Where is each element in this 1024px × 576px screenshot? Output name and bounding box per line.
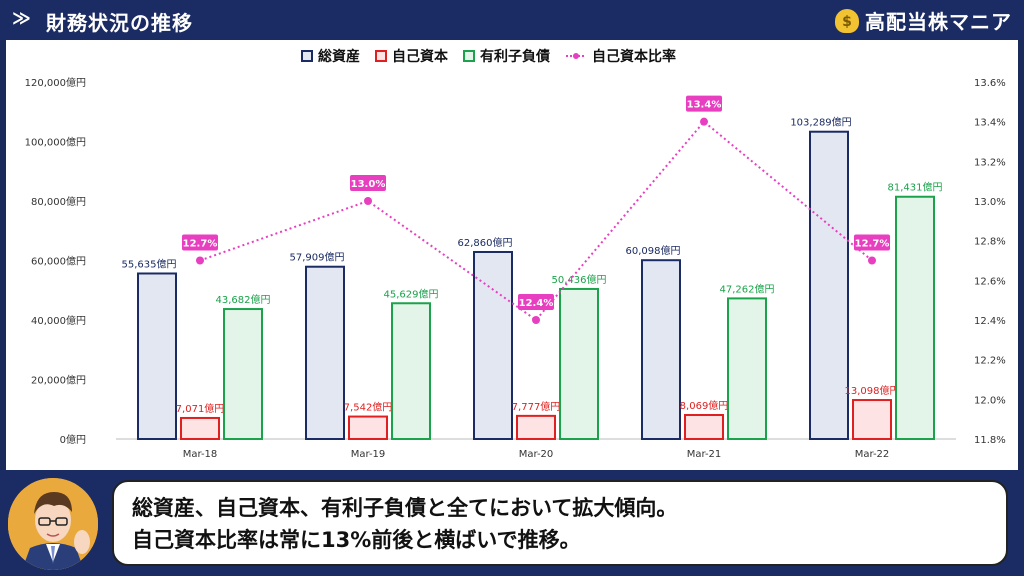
bar-有利子負債	[727, 297, 767, 440]
bar-自己資本	[684, 413, 724, 440]
legend-label-自己資本: 自己資本	[392, 48, 449, 65]
data-label-自己資本比率: 12.4%	[519, 298, 554, 309]
bar-自己資本	[348, 415, 388, 441]
x-tick-label: Mar-20	[519, 449, 554, 460]
y-left-tick-label: 80,000億円	[31, 195, 86, 208]
data-label-総資産: 103,289億円	[790, 116, 851, 129]
x-tick-label: Mar-21	[687, 449, 722, 460]
point-自己資本比率	[364, 197, 372, 205]
chart-panel: 0億円 20,000億円 40,000億円 60,000億円 80,000億円 100,0…	[6, 40, 1018, 470]
bar-総資産	[641, 259, 681, 440]
brand: $ 高配当株マニア	[835, 6, 1012, 35]
data-label-bg-自己資本比率	[182, 234, 218, 251]
y-right-tick-label: 13.0%	[974, 197, 1006, 208]
bar-自己資本	[180, 416, 220, 440]
comment-line-1: 総資産、自己資本、有利子負債と全てにおいて拡大傾向。	[132, 496, 678, 520]
point-自己資本比率	[868, 256, 876, 265]
y-left-tick-label: 20,000億円	[31, 374, 86, 387]
bar-有利子負債	[223, 308, 263, 440]
data-label-bg-自己資本比率	[854, 234, 890, 251]
data-label-総資産: 55,635億円	[122, 257, 177, 270]
data-label-有利子負債: 81,431億円	[888, 181, 943, 194]
y-right-tick-label: 13.6%	[974, 78, 1006, 89]
bar-自己資本	[516, 414, 556, 441]
legend-marker-自己資本比率	[573, 53, 579, 59]
point-自己資本比率	[196, 256, 204, 265]
legend-swatch-有利子負債	[463, 50, 475, 62]
data-label-有利子負債: 50,436億円	[552, 273, 607, 286]
y-right-tick-label: 12.2%	[974, 356, 1006, 367]
data-label-bg-自己資本比率	[686, 95, 722, 112]
data-label-総資産: 57,909億円	[290, 251, 345, 264]
legend-label-有利子負債: 有利子負債	[480, 48, 550, 65]
data-label-bg-自己資本比率	[518, 294, 554, 310]
bar-総資産	[473, 250, 513, 440]
bar-自己資本	[852, 399, 892, 440]
y-right-tick-label: 11.8%	[974, 435, 1006, 446]
y-left-tick-label: 100,000億円	[25, 136, 86, 149]
line-自己資本比率	[199, 120, 873, 322]
x-tick-label: Mar-19	[351, 449, 386, 460]
y-left-tick-label: 120,000億円	[25, 76, 86, 89]
y-right-tick-label: 12.6%	[974, 276, 1006, 287]
bar-有利子負債	[391, 302, 431, 440]
data-label-有利子負債: 45,629億円	[384, 287, 439, 300]
legend-swatch-総資産	[301, 50, 313, 62]
comment-bubble: 総資産、自己資本、有利子負債と全てにおいて拡大傾向。 自己資本比率は常に13%前…	[112, 480, 1008, 566]
data-label-自己資本比率: 13.4%	[687, 100, 722, 111]
bar-総資産	[137, 272, 177, 440]
point-自己資本比率	[532, 316, 540, 324]
bar-有利子負債	[895, 195, 935, 440]
comment-line-2: 自己資本比率は常に13%前後と横ばいで推移。	[132, 528, 581, 552]
data-label-有利子負債: 47,262億円	[720, 282, 775, 295]
data-label-bg-自己資本比率	[350, 175, 386, 191]
legend-label-自己資本比率: 自己資本比率	[592, 48, 676, 65]
y-right-tick-label: 12.4%	[974, 316, 1006, 327]
y-right-tick-label: 13.4%	[974, 118, 1006, 129]
x-tick-label: Mar-22	[855, 449, 890, 460]
y-left-tick-label: 60,000億円	[31, 255, 86, 268]
point-自己資本比率	[700, 117, 708, 126]
data-label-自己資本: 7,542億円	[344, 401, 393, 414]
y-right-tick-label: 12.8%	[974, 237, 1006, 248]
page-title: 財務状況の推移	[46, 11, 193, 35]
brand-name: 高配当株マニア	[865, 10, 1012, 34]
double-chevron-icon: ≫	[12, 8, 31, 29]
bar-有利子負債	[559, 287, 599, 440]
legend-label-総資産: 総資産	[318, 48, 360, 65]
financial-chart: 0億円 20,000億円 40,000億円 60,000億円 80,000億円 100,0…	[25, 48, 1006, 460]
data-label-自己資本: 7,071億円	[176, 402, 225, 415]
legend-swatch-自己資本	[375, 50, 387, 62]
x-tick-label: Mar-18	[183, 449, 218, 460]
data-label-自己資本比率: 12.7%	[855, 239, 890, 250]
y-left-tick-label: 0億円	[60, 433, 86, 446]
data-label-自己資本: 8,069億円	[680, 399, 729, 412]
y-left-tick-label: 40,000億円	[31, 314, 86, 327]
presenter-avatar	[8, 478, 98, 570]
money-bag-icon: $	[835, 8, 859, 33]
data-label-自己資本: 7,777億円	[512, 400, 561, 413]
data-label-有利子負債: 43,682億円	[216, 293, 271, 306]
data-label-総資産: 60,098億円	[626, 244, 681, 257]
bar-総資産	[809, 130, 849, 441]
header-bar: ≫ 財務状況の推移 $ 高配当株マニア	[0, 0, 1024, 40]
data-label-自己資本: 13,098億円	[845, 384, 900, 397]
data-label-総資産: 62,860億円	[458, 236, 513, 249]
footer-bar: 総資産、自己資本、有利子負債と全てにおいて拡大傾向。 自己資本比率は常に13%前…	[0, 470, 1024, 576]
data-label-自己資本比率: 12.7%	[183, 239, 218, 250]
data-label-自己資本比率: 13.0%	[351, 179, 386, 190]
y-right-tick-label: 13.2%	[974, 157, 1006, 168]
y-right-tick-label: 12.0%	[974, 395, 1006, 406]
bar-総資産	[305, 265, 345, 440]
